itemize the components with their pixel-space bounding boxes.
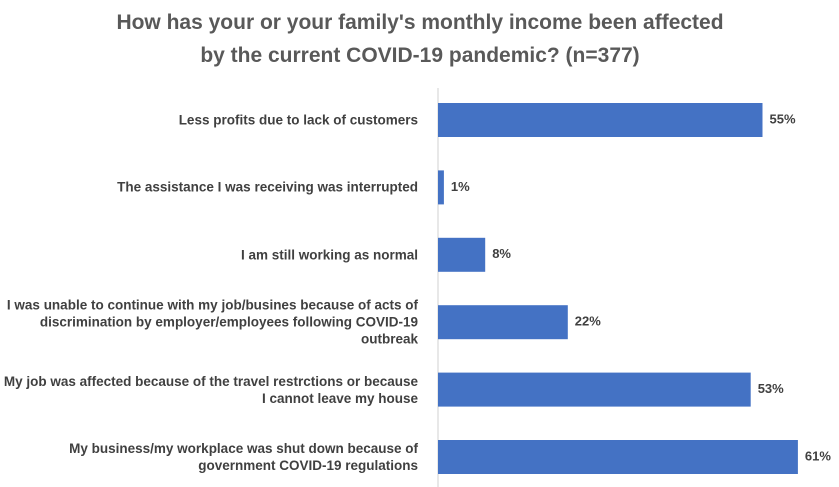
category-label: I was unable to continue with my job/bus… (6, 297, 418, 347)
chart-title: How has your or your family's monthly in… (116, 11, 724, 67)
value-label: 61% (805, 448, 831, 463)
category-label: My business/my workplace was shut down b… (69, 441, 418, 473)
bar (438, 372, 751, 407)
value-label: 1% (451, 179, 470, 194)
value-label: 53% (758, 381, 784, 396)
value-label: 22% (575, 314, 601, 329)
bar (438, 170, 444, 205)
value-label: 8% (492, 246, 511, 261)
category-label: Less profits due to lack of customers (178, 112, 418, 128)
category-label: I am still working as normal (240, 247, 418, 263)
bar (438, 305, 568, 340)
bar (438, 440, 798, 474)
category-label: My job was affected because of the trave… (3, 373, 418, 406)
bar (438, 103, 763, 137)
bar (438, 237, 486, 272)
category-label: The assistance I was receiving was inter… (117, 179, 418, 195)
value-label: 55% (770, 111, 796, 126)
